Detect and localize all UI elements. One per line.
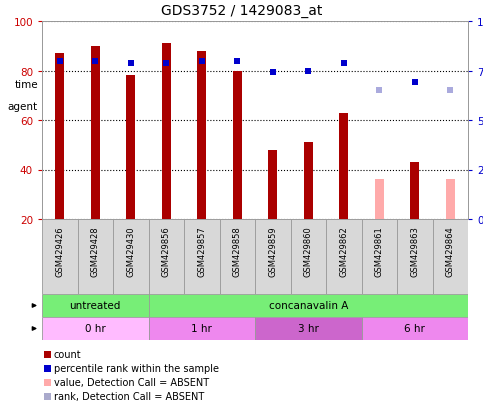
Bar bbox=[269, 150, 277, 219]
Bar bbox=[56, 54, 64, 219]
Text: 1 hr: 1 hr bbox=[191, 324, 212, 334]
Bar bbox=[432, 219, 468, 294]
Bar bbox=[255, 317, 361, 340]
Bar bbox=[77, 219, 113, 294]
Bar bbox=[375, 180, 384, 219]
Bar bbox=[113, 219, 148, 294]
Text: percentile rank within the sample: percentile rank within the sample bbox=[54, 363, 219, 374]
Bar bbox=[397, 219, 432, 294]
Bar bbox=[148, 317, 255, 340]
Text: rank, Detection Call = ABSENT: rank, Detection Call = ABSENT bbox=[54, 392, 204, 401]
Text: 6 hr: 6 hr bbox=[404, 324, 425, 334]
Text: GDS3752 / 1429083_at: GDS3752 / 1429083_at bbox=[161, 4, 322, 18]
Bar bbox=[411, 163, 419, 219]
Text: time: time bbox=[14, 79, 38, 89]
Text: GSM429864: GSM429864 bbox=[446, 225, 455, 276]
Bar bbox=[326, 219, 361, 294]
Text: count: count bbox=[54, 350, 82, 360]
Bar bbox=[42, 219, 77, 294]
Text: GSM429862: GSM429862 bbox=[339, 225, 348, 276]
Bar bbox=[361, 317, 468, 340]
Text: GSM429428: GSM429428 bbox=[91, 225, 100, 276]
Text: 3 hr: 3 hr bbox=[298, 324, 319, 334]
Bar bbox=[184, 219, 219, 294]
Bar bbox=[233, 71, 242, 219]
Bar bbox=[290, 219, 326, 294]
Bar bbox=[42, 317, 148, 340]
Text: GSM429430: GSM429430 bbox=[126, 225, 135, 276]
Bar bbox=[361, 219, 397, 294]
Text: agent: agent bbox=[8, 102, 38, 112]
Text: GSM429857: GSM429857 bbox=[197, 225, 206, 276]
Bar bbox=[340, 113, 348, 219]
Text: GSM429863: GSM429863 bbox=[410, 225, 419, 276]
Bar bbox=[198, 52, 206, 219]
Text: GSM429861: GSM429861 bbox=[375, 225, 384, 276]
Text: GSM429860: GSM429860 bbox=[304, 225, 313, 276]
Bar bbox=[162, 44, 170, 219]
Bar bbox=[446, 180, 455, 219]
Text: GSM429856: GSM429856 bbox=[162, 225, 171, 276]
Text: GSM429858: GSM429858 bbox=[233, 225, 242, 276]
Text: 0 hr: 0 hr bbox=[85, 324, 106, 334]
Bar bbox=[148, 219, 184, 294]
Text: concanavalin A: concanavalin A bbox=[269, 301, 348, 311]
Bar bbox=[304, 143, 313, 219]
Bar bbox=[127, 76, 135, 219]
Text: GSM429859: GSM429859 bbox=[268, 225, 277, 276]
Text: untreated: untreated bbox=[70, 301, 121, 311]
Bar bbox=[219, 219, 255, 294]
Bar bbox=[255, 219, 290, 294]
Bar bbox=[91, 47, 99, 219]
Text: GSM429426: GSM429426 bbox=[55, 225, 64, 276]
Text: value, Detection Call = ABSENT: value, Detection Call = ABSENT bbox=[54, 377, 209, 387]
